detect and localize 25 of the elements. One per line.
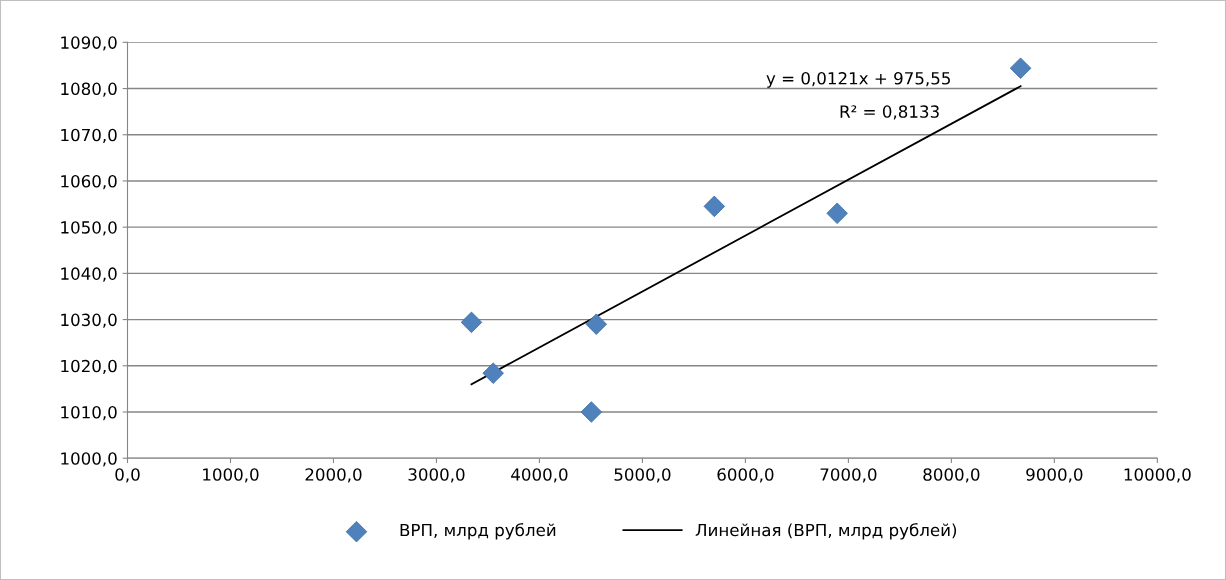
x-tick-label: 2000,0 xyxy=(305,468,362,483)
y-tick-label: 1090,0 xyxy=(61,36,117,51)
annotation: R² = 0,8133 xyxy=(840,105,939,120)
y-tick-label: 1040,0 xyxy=(61,267,117,282)
y-tick-label: 1070,0 xyxy=(61,128,117,144)
x-tick-label: 6000,0 xyxy=(717,468,774,483)
y-tick-label: 1010,0 xyxy=(61,405,117,421)
y-tick-label: 1000,0 xyxy=(61,452,117,467)
x-tick-label: 9000,0 xyxy=(1026,468,1083,483)
y-tick-label: 1080,0 xyxy=(61,82,117,97)
legend-label: Линейная (ВРП, млрд рублей) xyxy=(695,523,957,540)
legend-label: ВРП, млрд рублей xyxy=(400,523,556,540)
y-tick-label: 1030,0 xyxy=(61,313,117,328)
x-tick-label: 5000,0 xyxy=(614,468,671,483)
x-tick-label: 7000,0 xyxy=(820,468,877,483)
x-tick-label: 3000,0 xyxy=(408,468,465,483)
x-tick-label: 10000,0 xyxy=(1124,468,1191,483)
x-tick-label: 8000,0 xyxy=(923,468,980,483)
y-tick-label: 1020,0 xyxy=(61,359,117,375)
y-tick-label: 1050,0 xyxy=(61,221,117,236)
x-tick-label: 4000,0 xyxy=(511,468,568,483)
y-tick-label: 1060,0 xyxy=(61,174,117,190)
x-tick-label: 1000,0 xyxy=(203,468,259,483)
x-tick-label: 0,0 xyxy=(115,468,140,483)
annotation: y = 0,0121x + 975,55 xyxy=(766,72,950,88)
